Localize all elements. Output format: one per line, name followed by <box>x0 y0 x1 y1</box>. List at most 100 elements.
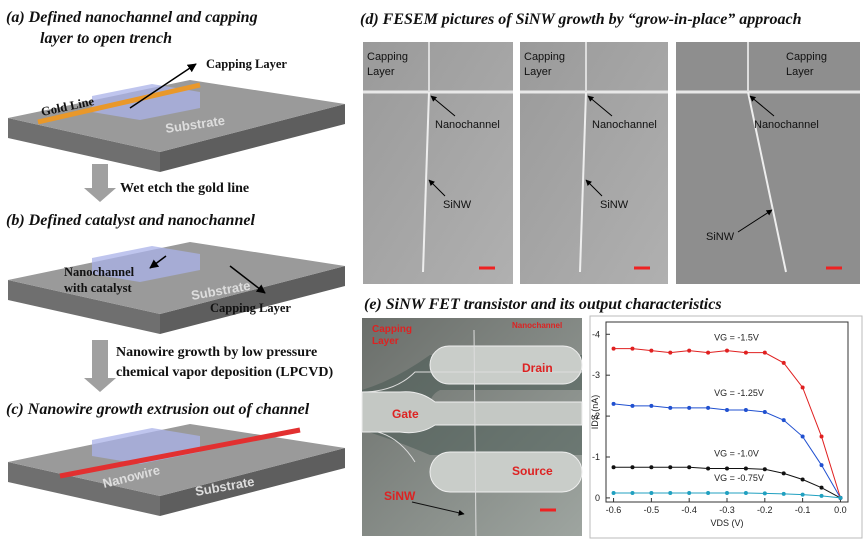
point <box>762 410 767 414</box>
point <box>630 491 635 495</box>
label: Capping <box>372 324 412 335</box>
point <box>819 434 824 439</box>
capping-box <box>92 246 200 282</box>
point <box>706 405 711 410</box>
point <box>668 350 673 355</box>
point <box>762 467 767 472</box>
point <box>687 465 692 470</box>
step-text: Nanowire growth by low pressure <box>116 345 317 360</box>
slab <box>8 242 345 334</box>
y-axis-label: IDS (nA) <box>590 395 600 430</box>
label: Nanochannel <box>754 119 819 131</box>
x-tick-label: -0.1 <box>795 505 811 515</box>
x-axis-label: VDS (V) <box>710 518 743 528</box>
slab-top <box>8 424 345 496</box>
point <box>630 465 635 470</box>
chart: -0.6 -0.5 -0.4 -0.3 -0.2 -0.1 0.0 -4 -3 -2 -1 0 VDS … <box>589 315 863 539</box>
fet-image <box>361 318 583 537</box>
down-arrow <box>84 164 116 202</box>
point <box>743 491 748 495</box>
point <box>630 403 635 408</box>
y-tick-label: 0 <box>595 493 600 503</box>
y-tick-label: -4 <box>592 329 600 339</box>
arrow <box>129 63 197 109</box>
x-tick-label: -0.6 <box>606 505 622 515</box>
point <box>611 401 616 406</box>
point <box>819 463 824 468</box>
point <box>649 403 654 408</box>
point <box>762 491 767 496</box>
sem-image: Capping Layer Nanochannel SiNW <box>520 42 668 284</box>
label: with catalyst <box>64 281 133 295</box>
series-label: VG = -0.75V <box>714 473 764 483</box>
label: Capping <box>367 51 408 63</box>
label: Capping <box>786 51 827 63</box>
arrow <box>587 95 613 117</box>
slab <box>8 63 345 172</box>
slab-top <box>8 242 345 314</box>
slab <box>8 424 345 516</box>
point <box>781 491 786 496</box>
label: Gate <box>392 407 419 421</box>
point <box>781 471 786 476</box>
y-tick-label: -1 <box>592 452 600 462</box>
arrow <box>585 179 603 197</box>
point <box>838 495 843 500</box>
label: Capping Layer <box>206 57 287 71</box>
slab-side <box>160 448 345 516</box>
point <box>762 350 767 355</box>
point <box>725 407 729 412</box>
x-tick-label: -0.4 <box>681 505 697 515</box>
step-text: Wet etch the gold line <box>120 181 249 196</box>
point <box>725 491 729 495</box>
slab-side <box>160 104 345 172</box>
sinw <box>579 91 587 273</box>
gold-line <box>37 82 201 125</box>
point <box>649 465 654 470</box>
series-label: VG = -1.5V <box>714 333 759 343</box>
point <box>687 348 692 353</box>
point <box>687 491 692 495</box>
series-label: VG = -1.25V <box>714 388 764 398</box>
point <box>611 346 616 351</box>
label: SiNW <box>384 489 416 503</box>
panel-title: (d) FESEM pictures of SiNW growth by “gr… <box>360 11 802 28</box>
panel-title: layer to open trench <box>40 30 172 47</box>
label: Layer <box>786 66 814 78</box>
x-tick-label: -0.2 <box>757 505 773 515</box>
panel-title: (c) Nanowire growth extrusion out of cha… <box>6 401 310 418</box>
point <box>668 491 673 495</box>
slab-top <box>8 80 345 152</box>
slab-front <box>8 118 160 172</box>
sem-image: Capping Layer Nanochannel SiNW <box>676 42 860 284</box>
point <box>649 491 654 495</box>
sinw <box>747 91 787 273</box>
y-tick-label: -3 <box>592 370 600 380</box>
x-tick-label: 0.0 <box>834 505 847 515</box>
label: Nanochannel <box>64 265 135 279</box>
point <box>819 493 824 498</box>
point <box>630 346 635 351</box>
arrow <box>749 95 775 117</box>
sem-image: Capping Layer Nanochannel SiNW <box>363 42 513 284</box>
sinw <box>422 91 430 273</box>
slab-front <box>8 280 160 334</box>
label: SiNW <box>706 231 735 243</box>
point <box>725 348 729 353</box>
point <box>781 418 786 423</box>
label: Layer <box>372 336 399 347</box>
sem-bg <box>520 42 668 284</box>
panel-title: (e) SiNW FET transistor and its output c… <box>364 296 722 313</box>
point <box>743 466 748 471</box>
point <box>668 465 673 470</box>
point <box>668 405 673 410</box>
label: Capping Layer <box>210 301 291 315</box>
point <box>687 405 692 410</box>
label: Drain <box>522 361 553 375</box>
label: Layer <box>524 66 552 78</box>
slab-front <box>8 462 160 516</box>
point <box>800 434 805 439</box>
x-tick-label: -0.5 <box>644 505 660 515</box>
label: Nanochannel <box>512 321 562 330</box>
